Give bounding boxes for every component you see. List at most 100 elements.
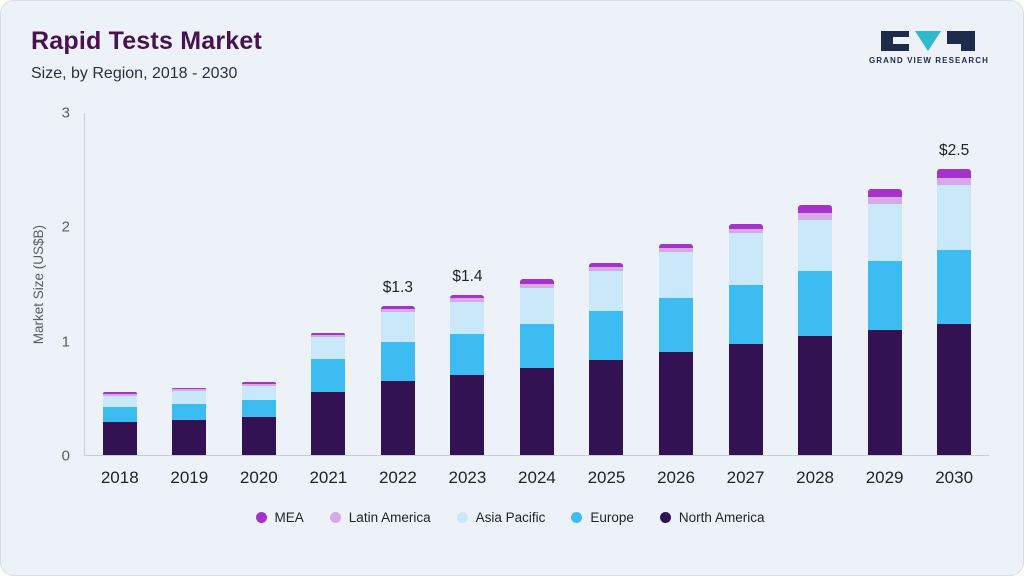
bar-segment-latin-america[interactable]	[798, 212, 833, 220]
bar-segment-asia-pacific[interactable]	[450, 301, 485, 334]
bar-segment-latin-america[interactable]	[172, 389, 207, 391]
stacked-bar[interactable]	[728, 224, 763, 455]
bar-column: 2025	[572, 113, 642, 487]
bar-segment-north-america[interactable]	[659, 352, 694, 455]
bar-segment-north-america[interactable]	[380, 380, 415, 455]
bar-segment-asia-pacific[interactable]	[311, 337, 346, 359]
stacked-bar[interactable]	[798, 204, 833, 455]
x-axis-tick-label: 2026	[657, 468, 695, 487]
bar-segment-europe[interactable]	[937, 250, 972, 324]
x-axis-tick-label: 2020	[239, 468, 278, 487]
bar-segment-mea[interactable]	[450, 294, 485, 299]
bar-segment-asia-pacific[interactable]	[937, 185, 972, 251]
legend-item-latin-america[interactable]: Latin America	[329, 510, 431, 525]
y-axis-tick-label: 2	[61, 218, 70, 236]
bar-segment-mea[interactable]	[380, 306, 415, 310]
bar-total-label: $1.4	[452, 267, 483, 285]
bar-segment-north-america[interactable]	[798, 336, 833, 455]
bar-segment-asia-pacific[interactable]	[798, 219, 833, 271]
bar-segment-latin-america[interactable]	[937, 178, 972, 186]
bar-segment-latin-america[interactable]	[659, 247, 694, 252]
stacked-bar[interactable]	[937, 169, 972, 455]
bar-segment-europe[interactable]	[728, 284, 763, 345]
y-axis-tick-label: 3	[61, 104, 70, 122]
bar-segment-latin-america[interactable]	[519, 283, 554, 289]
legend-item-europe[interactable]: Europe	[571, 510, 634, 525]
bar-segment-latin-america[interactable]	[450, 298, 485, 302]
bar-segment-europe[interactable]	[798, 270, 833, 337]
bar-segment-mea[interactable]	[519, 278, 554, 284]
bar-segment-north-america[interactable]	[728, 344, 763, 455]
bar-segment-asia-pacific[interactable]	[380, 312, 415, 342]
chart-subtitle: Size, by Region, 2018 - 2030	[31, 65, 238, 82]
bar-segment-europe[interactable]	[172, 403, 207, 420]
bar-segment-europe[interactable]	[659, 298, 694, 353]
bar-segment-mea[interactable]	[172, 387, 207, 390]
bar-segment-latin-america[interactable]	[102, 393, 137, 396]
bar-segment-europe[interactable]	[241, 400, 276, 418]
bar-segment-north-america[interactable]	[450, 374, 485, 455]
bar-segment-asia-pacific[interactable]	[172, 391, 207, 404]
stacked-bar[interactable]	[519, 278, 554, 455]
bar-segment-latin-america[interactable]	[311, 334, 346, 338]
bar-segment-europe[interactable]	[589, 310, 624, 361]
legend-label: Latin America	[348, 510, 431, 525]
stacked-bar[interactable]	[589, 262, 624, 455]
bar-segment-asia-pacific[interactable]	[867, 203, 902, 261]
bar-column: 2021	[294, 113, 364, 487]
bar-segment-europe[interactable]	[311, 358, 346, 393]
bar-segment-north-america[interactable]	[589, 360, 624, 455]
bar-segment-north-america[interactable]	[937, 323, 972, 455]
legend-item-north-america[interactable]: North America	[659, 510, 764, 525]
bar-segment-asia-pacific[interactable]	[659, 251, 694, 299]
bar-segment-mea[interactable]	[728, 224, 763, 229]
bar-segment-asia-pacific[interactable]	[241, 386, 276, 401]
bar-segment-latin-america[interactable]	[867, 196, 902, 204]
legend-item-mea[interactable]: MEA	[255, 510, 304, 525]
stacked-bar[interactable]	[450, 294, 485, 455]
bar-segment-mea[interactable]	[937, 169, 972, 179]
bar-segment-latin-america[interactable]	[380, 309, 415, 313]
bar-segment-north-america[interactable]	[519, 368, 554, 455]
bar-segment-europe[interactable]	[519, 323, 554, 369]
x-axis-tick-label: 2030	[935, 468, 974, 487]
bar-segment-europe[interactable]	[867, 260, 902, 331]
bar-segment-mea[interactable]	[589, 262, 624, 267]
bar-segment-mea[interactable]	[311, 332, 346, 335]
bar-segment-asia-pacific[interactable]	[102, 395, 137, 407]
bar-segment-latin-america[interactable]	[241, 384, 276, 387]
bar-segment-europe[interactable]	[102, 406, 137, 422]
stacked-bar[interactable]	[380, 306, 415, 455]
stacked-bar[interactable]	[102, 392, 137, 455]
bar-segment-north-america[interactable]	[241, 417, 276, 455]
bar-segment-north-america[interactable]	[311, 392, 346, 455]
bar-segment-north-america[interactable]	[102, 421, 137, 455]
stacked-bar[interactable]	[241, 381, 276, 455]
bar-segment-mea[interactable]	[798, 204, 833, 213]
bar-segment-asia-pacific[interactable]	[519, 288, 554, 324]
y-axis-tick-label: 0	[61, 447, 70, 465]
stacked-bar[interactable]	[172, 387, 207, 455]
bar-segment-north-america[interactable]	[172, 419, 207, 455]
bar-segment-mea[interactable]	[867, 188, 902, 197]
stacked-bar[interactable]	[867, 188, 902, 455]
bar-chart: Market Size (US$B) 0 1 2 3 2018 2019 2020 2021…	[31, 105, 989, 487]
bar-segment-asia-pacific[interactable]	[589, 270, 624, 311]
bar-segment-latin-america[interactable]	[728, 228, 763, 234]
bar-segment-asia-pacific[interactable]	[728, 233, 763, 285]
legend-swatch-icon	[255, 512, 267, 523]
legend-item-asia-pacific[interactable]: Asia Pacific	[456, 510, 545, 525]
bar-segment-mea[interactable]	[659, 243, 694, 248]
stacked-bar[interactable]	[659, 243, 694, 455]
bar-segment-europe[interactable]	[380, 341, 415, 381]
bar-segment-north-america[interactable]	[867, 330, 902, 455]
bar-column: 2018	[85, 113, 155, 487]
bar-segment-latin-america[interactable]	[589, 266, 624, 271]
bar-segment-mea[interactable]	[102, 392, 137, 394]
stacked-bar[interactable]	[311, 332, 346, 455]
bar-segment-mea[interactable]	[241, 381, 276, 385]
bar-total-label: $1.3	[382, 279, 413, 297]
bar-column: 2027	[711, 113, 781, 487]
bar-segment-europe[interactable]	[450, 333, 485, 375]
x-axis-tick-label: 2019	[170, 468, 209, 487]
